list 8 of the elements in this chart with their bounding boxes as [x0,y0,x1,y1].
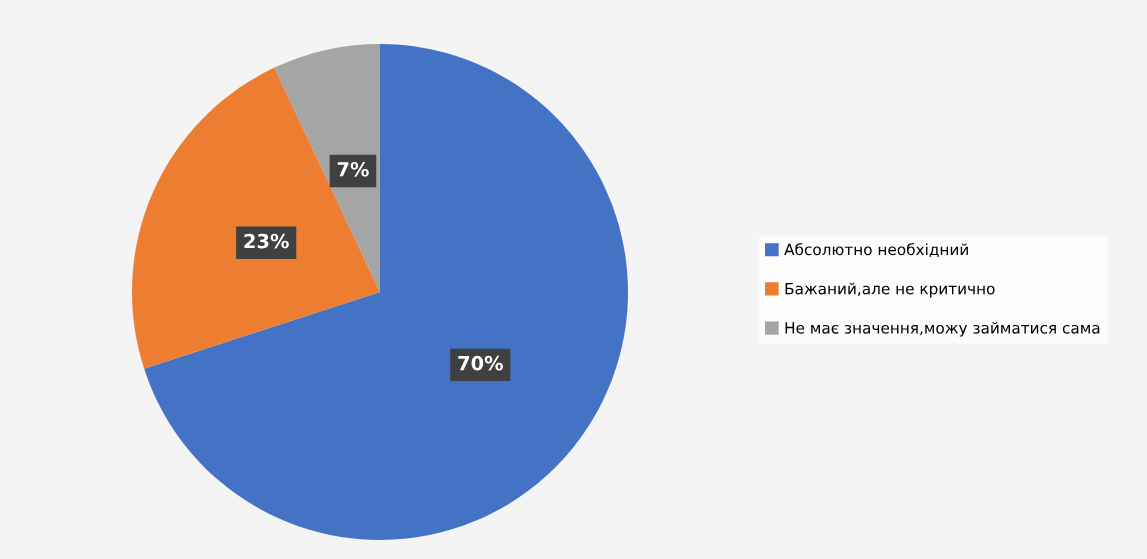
legend-label: Бажаний,але не критично [785,282,995,298]
data-label: 70% [458,355,503,371]
data-label: 23% [244,233,289,249]
legend-label: Не має значення,можу займатися сама [785,321,1100,337]
legend-label: Абсолютно необхідний [784,243,968,258]
pie-slice [132,67,380,369]
data-label: 7% [337,161,369,177]
pie-slice [144,44,628,540]
